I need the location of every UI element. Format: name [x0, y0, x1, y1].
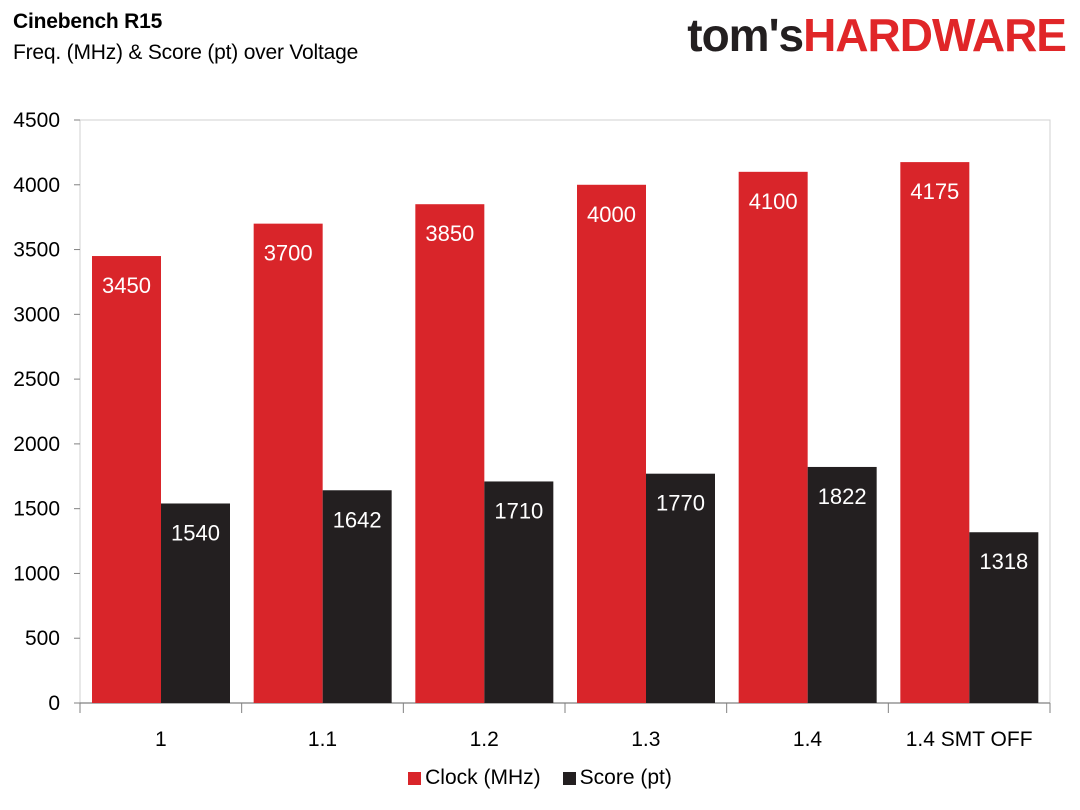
data-label-score: 1770	[656, 491, 705, 516]
legend: Clock (MHz) Score (pt)	[0, 766, 1080, 790]
legend-item-clock: Clock (MHz)	[408, 766, 541, 790]
y-tick-label: 2500	[13, 368, 60, 391]
x-tick-label: 1.4 SMT OFF	[906, 728, 1033, 751]
bar-score	[484, 481, 554, 703]
legend-label-score: Score (pt)	[579, 766, 672, 789]
data-label-clock: 3700	[264, 241, 313, 266]
data-label-clock: 4100	[749, 189, 798, 214]
x-tick-label: 1	[155, 728, 167, 751]
y-tick-label: 1500	[13, 498, 60, 521]
bar-score	[969, 532, 1039, 703]
data-label-clock: 4000	[587, 202, 636, 227]
x-tick-label: 1.3	[631, 728, 660, 751]
bar-score	[807, 466, 877, 703]
data-label-score: 1642	[333, 507, 382, 532]
brand-logo: tom'sHARDWARE	[687, 8, 1067, 62]
data-label-clock: 3850	[425, 221, 474, 246]
data-label-score: 1710	[494, 498, 543, 523]
bar-clock	[415, 204, 485, 703]
legend-label-clock: Clock (MHz)	[425, 766, 541, 789]
chart-subtitle: Freq. (MHz) & Score (pt) over Voltage	[13, 41, 359, 64]
bar-score	[646, 473, 715, 703]
bar-clock	[577, 184, 646, 703]
data-label-score: 1540	[171, 520, 220, 545]
bar-score	[161, 503, 230, 703]
bar-score	[322, 490, 392, 703]
y-tick-label: 4500	[13, 109, 60, 132]
y-tick-label: 1000	[13, 562, 60, 585]
bar-clock	[738, 171, 808, 704]
legend-swatch-clock	[408, 771, 422, 785]
chart-title: Cinebench R15	[13, 10, 163, 33]
logo-part-1: tom's	[687, 9, 804, 61]
bar-clock	[900, 162, 970, 703]
x-tick-label: 1.2	[470, 728, 499, 751]
data-label-score: 1822	[818, 484, 867, 509]
y-tick-label: 3000	[13, 303, 60, 326]
bar-clock	[92, 256, 161, 703]
data-label-score: 1318	[979, 549, 1028, 574]
y-tick-label: 0	[48, 692, 60, 715]
legend-swatch-score	[562, 771, 576, 785]
y-tick-label: 2000	[13, 433, 60, 456]
x-tick-label: 1.1	[308, 728, 337, 751]
x-tick-label: 1.4	[793, 728, 823, 751]
data-label-clock: 4175	[910, 179, 959, 204]
bar-clock	[253, 223, 323, 703]
legend-item-score: Score (pt)	[562, 766, 672, 790]
y-tick-label: 500	[25, 627, 60, 650]
data-label-clock: 3450	[102, 273, 151, 298]
y-tick-label: 3500	[13, 239, 60, 262]
logo-part-2: HARDWARE	[803, 9, 1067, 61]
y-tick-label: 4000	[13, 174, 60, 197]
